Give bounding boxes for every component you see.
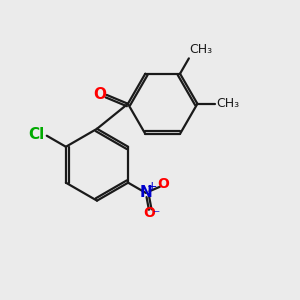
Text: N: N — [140, 185, 152, 200]
Text: Cl: Cl — [28, 127, 44, 142]
Text: CH₃: CH₃ — [190, 43, 213, 56]
Text: CH₃: CH₃ — [217, 97, 240, 110]
Text: O: O — [157, 177, 169, 191]
Text: ⁻: ⁻ — [152, 209, 159, 223]
Text: O: O — [143, 206, 155, 220]
Text: +: + — [147, 180, 158, 193]
Text: O: O — [94, 87, 107, 102]
